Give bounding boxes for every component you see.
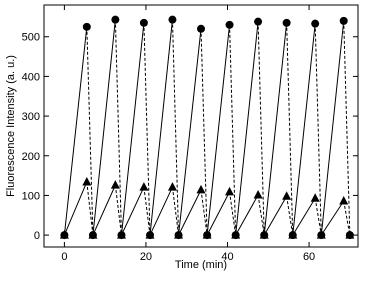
line-segment [343, 20, 351, 236]
line-segment [257, 194, 265, 236]
line-segment [143, 187, 151, 236]
triangle-marker [139, 182, 149, 191]
line-segment [229, 24, 237, 236]
x-tick-label: 60 [303, 251, 315, 263]
triangle-marker [225, 186, 235, 196]
x-tick-label: 0 [61, 251, 67, 263]
line-segment [178, 189, 202, 236]
line-segment [314, 198, 322, 236]
y-tick-label: 0 [34, 230, 40, 242]
line-segment [92, 184, 116, 236]
circle-marker [168, 15, 177, 24]
line-segment [263, 22, 288, 236]
triangle-marker [345, 230, 355, 239]
line-segment [143, 22, 151, 236]
line-segment [63, 26, 88, 236]
line-segment [206, 191, 230, 236]
line-segment [171, 187, 180, 236]
triangle-marker [88, 230, 98, 239]
circle-marker [197, 24, 205, 33]
triangle-marker [110, 180, 120, 189]
line-segment [320, 20, 345, 236]
y-tick-label: 400 [22, 71, 40, 83]
triangle-marker [231, 230, 241, 239]
circle-marker [82, 22, 91, 31]
y-axis-label: Fluorescence Intensity (a. u.) [5, 55, 17, 197]
y-tick-label: 200 [22, 151, 40, 163]
line-segment [149, 186, 173, 236]
triangle-marker [202, 230, 212, 239]
triangle-marker [253, 190, 263, 199]
triangle-marker [116, 230, 126, 239]
line-segment [120, 22, 145, 236]
line-segment [206, 24, 231, 236]
line-segment [257, 21, 265, 236]
x-axis-label: Time (min) [175, 259, 227, 271]
y-tick-label: 300 [22, 111, 40, 123]
circle-marker [225, 20, 234, 29]
circle-marker [339, 16, 348, 25]
line-segment [314, 23, 322, 236]
plot-frame [43, 4, 359, 248]
line-segment [86, 181, 94, 236]
line-segment [320, 200, 345, 236]
line-segment [149, 19, 173, 236]
line-segment [343, 200, 351, 236]
line-segment [121, 186, 145, 236]
triangle-marker [310, 193, 320, 202]
line-segment [235, 194, 259, 236]
line-segment [292, 23, 316, 236]
triangle-marker [339, 195, 349, 205]
triangle-marker [167, 182, 177, 191]
triangle-marker [82, 176, 92, 186]
line-segment [92, 19, 116, 236]
line-segment [114, 19, 122, 236]
circle-marker [282, 18, 291, 27]
triangle-marker [316, 230, 326, 239]
line-segment [86, 26, 94, 236]
triangle-marker [59, 230, 69, 239]
circle-marker [311, 19, 320, 28]
triangle-marker [174, 230, 184, 239]
circle-marker [254, 17, 263, 26]
line-segment [263, 195, 288, 236]
line-segment [286, 196, 294, 236]
triangle-marker [145, 230, 155, 239]
y-tick-label: 500 [22, 32, 40, 44]
triangle-marker [288, 230, 298, 239]
line-segment [235, 21, 259, 236]
triangle-marker [282, 191, 292, 200]
circle-marker [111, 15, 120, 24]
circle-marker [139, 18, 148, 27]
line-segment [63, 181, 88, 236]
line-segment [178, 28, 202, 236]
line-segment [200, 28, 208, 236]
line-segment [286, 22, 294, 236]
line-segment [229, 191, 237, 236]
y-tick-label: 100 [22, 190, 40, 202]
x-tick-label: 40 [221, 251, 233, 263]
x-tick-label: 20 [140, 251, 152, 263]
line-segment [200, 189, 208, 236]
line-segment [114, 185, 122, 236]
line-segment [292, 197, 316, 236]
line-segment [171, 19, 180, 236]
triangle-marker [196, 184, 206, 194]
triangle-marker [259, 230, 269, 239]
